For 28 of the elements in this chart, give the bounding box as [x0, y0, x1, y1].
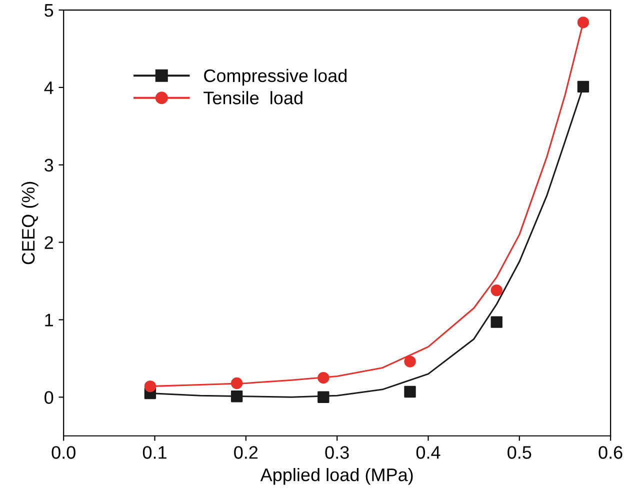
point: [144, 380, 156, 392]
point: [577, 80, 590, 93]
point: [318, 391, 330, 403]
y-tick-label: 5: [44, 4, 54, 17]
y-tick-label: 0: [44, 391, 54, 404]
x-tick-label: 0.2: [234, 446, 258, 459]
legend-label: Tensile load: [204, 91, 302, 104]
y-tick-label: 4: [44, 82, 54, 94]
y-tick-label: 2: [44, 236, 53, 249]
legend-label: Compressive load: [204, 68, 346, 86]
x-tick-label: 0.5: [508, 446, 532, 459]
x-tick-label: 0.4: [416, 446, 440, 459]
x-tick-label: 0.1: [142, 446, 166, 459]
point: [577, 16, 590, 28]
point: [490, 316, 502, 328]
point: [318, 372, 330, 384]
y-axis-title: CEEQ (%): [21, 182, 38, 264]
x-tick-label: 0.6: [598, 446, 622, 459]
point: [404, 386, 416, 398]
y-tick-label: 3: [44, 158, 54, 172]
point: [490, 284, 502, 296]
x-tick-label: 0.0: [52, 446, 76, 459]
x-axis-title: Applied load (MPa): [260, 468, 413, 485]
point: [230, 390, 243, 402]
point: [230, 377, 243, 390]
point: [404, 356, 416, 368]
x-tick-label: 0.3: [325, 446, 349, 459]
y-tick-label: 1: [45, 314, 53, 326]
